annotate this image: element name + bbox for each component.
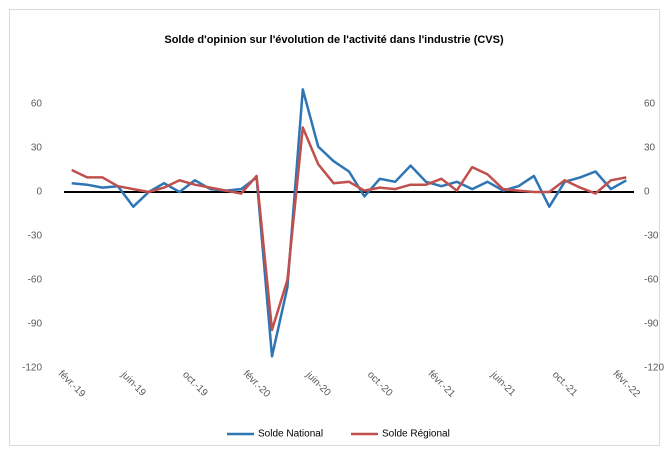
y2-tick-label: -30: [644, 231, 659, 242]
legend-label: Solde National: [258, 429, 323, 440]
series-line: [71, 126, 627, 332]
y-tick-label: 0: [36, 187, 42, 198]
y2-tick-label: 30: [644, 143, 656, 154]
y2-tick-label: 60: [644, 99, 656, 110]
y2-tick-label: -60: [644, 275, 659, 286]
legend-label: Solde Régional: [382, 429, 450, 440]
y-tick-label: -90: [28, 319, 43, 330]
chart-frame: [9, 9, 660, 446]
y-tick-label: 60: [31, 99, 43, 110]
y-tick-label: -30: [28, 231, 43, 242]
y-tick-label: -120: [22, 363, 42, 374]
y2-tick-label: 0: [644, 187, 650, 198]
y2-tick-label: -90: [644, 319, 659, 330]
y2-tick-label: -120: [644, 363, 664, 374]
y-tick-label: 30: [31, 143, 43, 154]
series-line: [71, 88, 627, 358]
chart-title: Solde d'opinion sur l'évolution de l'act…: [164, 34, 504, 46]
y-tick-label: -60: [28, 275, 43, 286]
